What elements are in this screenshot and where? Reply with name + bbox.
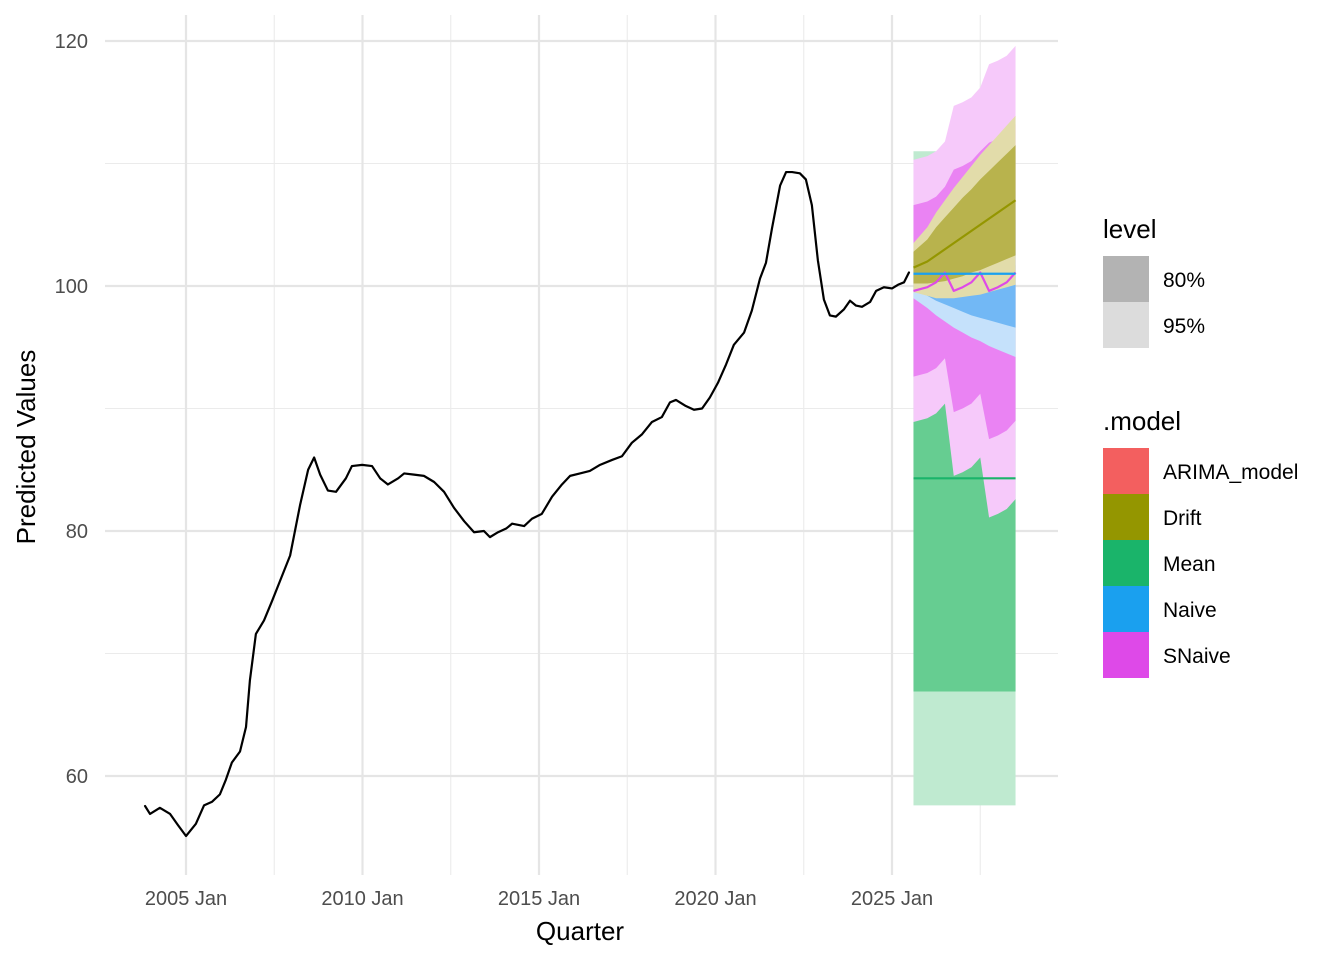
legend-label-model: Mean: [1163, 553, 1216, 576]
x-tick-label: 2015 Jan: [498, 888, 580, 910]
y-tick-label: 60: [66, 766, 88, 788]
y-axis-title: Predicted Values: [11, 350, 41, 545]
x-tick-labels: 2005 Jan 2010 Jan 2015 Jan 2020 Jan 2025 Jan: [145, 888, 933, 910]
legend: level .model 80% 95% ARIMA_model Drift Mean N…: [1103, 214, 1298, 678]
legend-key-model: [1103, 494, 1149, 540]
x-axis-title: Quarter: [536, 916, 624, 946]
drift-forecast-line: [913, 199, 1017, 269]
grid: [105, 15, 1058, 875]
legend-key-model: [1103, 632, 1149, 678]
y-tick-label: 100: [55, 276, 88, 298]
legend-label-level: 80%: [1163, 269, 1205, 292]
legend-key-model: [1103, 586, 1149, 632]
legend-label-level: 95%: [1163, 315, 1205, 338]
x-tick-label: 2005 Jan: [145, 888, 227, 910]
legend-label-model: Drift: [1163, 507, 1202, 530]
series-lines: [143, 170, 1017, 838]
legend-label-model: ARIMA_model: [1163, 461, 1298, 484]
historical-line: [143, 170, 911, 838]
y-tick-label: 80: [66, 521, 88, 543]
legend-label-model: Naive: [1163, 599, 1217, 622]
legend-title-level: level: [1103, 214, 1156, 244]
legend-label-model: SNaive: [1163, 645, 1231, 668]
forecast-bands: [913, 45, 1016, 806]
snaive-forecast-line: [913, 271, 1017, 292]
x-tick-label: 2010 Jan: [321, 888, 403, 910]
drift-80-interval: [913, 145, 1016, 284]
y-tick-label: 120: [55, 31, 88, 53]
x-tick-label: 2025 Jan: [851, 888, 933, 910]
legend-key-level: [1103, 256, 1149, 302]
y-tick-labels: 60 80 100 120: [55, 31, 88, 788]
legend-key-model: [1103, 448, 1149, 494]
legend-key-level: [1103, 302, 1149, 348]
x-tick-label: 2020 Jan: [674, 888, 756, 910]
legend-title-model: .model: [1103, 406, 1181, 436]
legend-key-model: [1103, 540, 1149, 586]
